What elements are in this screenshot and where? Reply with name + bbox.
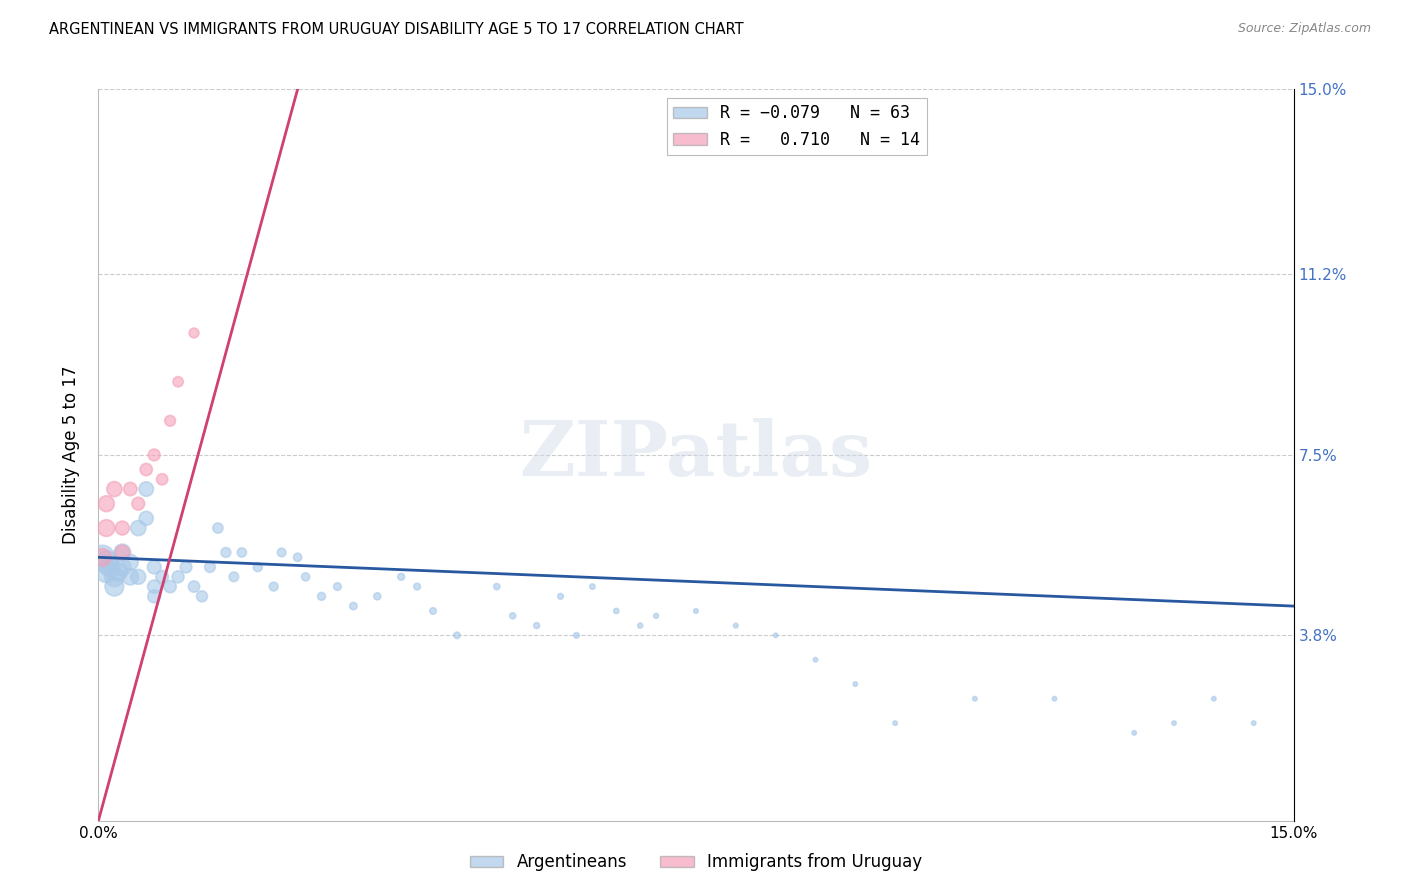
Point bbox=[143, 560, 166, 574]
Point bbox=[96, 565, 118, 579]
Point bbox=[581, 580, 603, 594]
Point bbox=[198, 560, 221, 574]
Point bbox=[120, 482, 142, 496]
Point bbox=[127, 521, 149, 535]
Point bbox=[526, 618, 548, 632]
Point bbox=[645, 608, 668, 623]
Point bbox=[159, 580, 181, 594]
Point bbox=[1163, 716, 1185, 731]
Point bbox=[111, 560, 134, 574]
Point bbox=[191, 590, 214, 604]
Point bbox=[215, 545, 238, 559]
Point bbox=[167, 375, 190, 389]
Point bbox=[103, 482, 125, 496]
Point bbox=[100, 560, 122, 574]
Point bbox=[550, 590, 572, 604]
Text: Source: ZipAtlas.com: Source: ZipAtlas.com bbox=[1237, 22, 1371, 36]
Point bbox=[143, 448, 166, 462]
Point bbox=[366, 590, 388, 604]
Point bbox=[844, 677, 866, 691]
Text: ARGENTINEAN VS IMMIGRANTS FROM URUGUAY DISABILITY AGE 5 TO 17 CORRELATION CHART: ARGENTINEAN VS IMMIGRANTS FROM URUGUAY D… bbox=[49, 22, 744, 37]
Point bbox=[150, 570, 173, 584]
Point bbox=[222, 570, 245, 584]
Point bbox=[804, 653, 827, 667]
Point bbox=[406, 580, 429, 594]
Point bbox=[96, 555, 118, 569]
Point bbox=[91, 550, 114, 565]
Point bbox=[724, 618, 747, 632]
Point bbox=[270, 545, 292, 559]
Point bbox=[207, 521, 229, 535]
Point bbox=[91, 550, 114, 565]
Point bbox=[263, 580, 285, 594]
Point bbox=[1202, 691, 1225, 706]
Point bbox=[605, 604, 627, 618]
Point bbox=[963, 691, 986, 706]
Point bbox=[135, 462, 157, 476]
Point bbox=[485, 580, 508, 594]
Point bbox=[565, 628, 588, 642]
Point bbox=[135, 511, 157, 525]
Point bbox=[1243, 716, 1265, 731]
Point bbox=[389, 570, 412, 584]
Point bbox=[294, 570, 316, 584]
Point bbox=[143, 580, 166, 594]
Point bbox=[174, 560, 197, 574]
Point bbox=[120, 555, 142, 569]
Point bbox=[103, 570, 125, 584]
Point bbox=[446, 628, 468, 642]
Point bbox=[231, 545, 253, 559]
Point bbox=[342, 599, 364, 613]
Point bbox=[120, 570, 142, 584]
Point bbox=[884, 716, 907, 731]
Point bbox=[96, 521, 118, 535]
Point bbox=[502, 608, 524, 623]
Text: ZIPatlas: ZIPatlas bbox=[519, 418, 873, 491]
Point bbox=[143, 590, 166, 604]
Point bbox=[150, 472, 173, 486]
Point bbox=[103, 580, 125, 594]
Point bbox=[287, 550, 309, 565]
Point bbox=[765, 628, 787, 642]
Point bbox=[422, 604, 444, 618]
Point bbox=[1123, 726, 1146, 740]
Point bbox=[127, 497, 149, 511]
Point bbox=[326, 580, 349, 594]
Point bbox=[111, 521, 134, 535]
Point bbox=[127, 570, 149, 584]
Point bbox=[246, 560, 269, 574]
Point bbox=[311, 590, 333, 604]
Point bbox=[107, 565, 129, 579]
Point bbox=[96, 497, 118, 511]
Y-axis label: Disability Age 5 to 17: Disability Age 5 to 17 bbox=[62, 366, 80, 544]
Point bbox=[111, 545, 134, 559]
Point bbox=[1043, 691, 1066, 706]
Point bbox=[685, 604, 707, 618]
Point bbox=[159, 414, 181, 428]
Legend: Argentineans, Immigrants from Uruguay: Argentineans, Immigrants from Uruguay bbox=[463, 847, 929, 878]
Point bbox=[111, 545, 134, 559]
Point bbox=[167, 570, 190, 584]
Point bbox=[183, 326, 205, 340]
Point bbox=[628, 618, 651, 632]
Point bbox=[135, 482, 157, 496]
Point bbox=[183, 580, 205, 594]
